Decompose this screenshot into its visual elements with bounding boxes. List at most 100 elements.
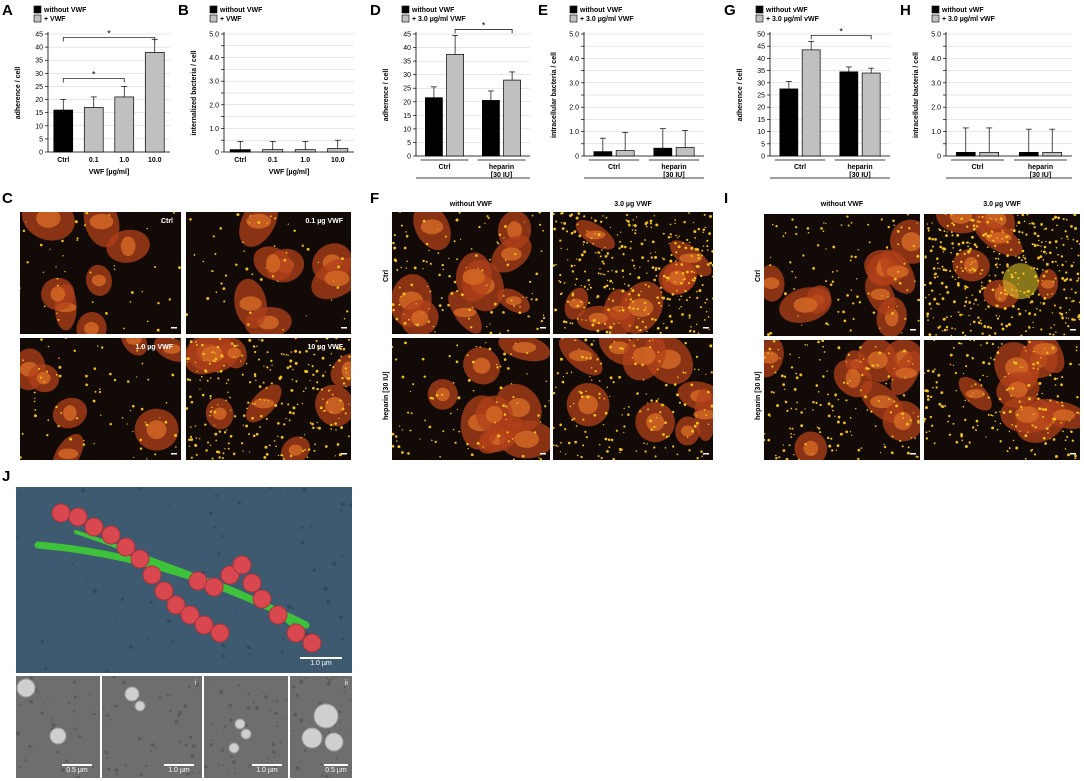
bacterium: [196, 370, 199, 373]
y-tick-label: 35: [35, 58, 43, 65]
bacterium: [1040, 222, 1043, 226]
bacterium: [784, 292, 787, 296]
bacterium: [485, 342, 487, 344]
surface-texture: [70, 733, 73, 735]
bacterium: [887, 375, 891, 378]
bacterium: [1052, 280, 1055, 283]
bacterium: [971, 261, 974, 264]
bacterium: [1040, 302, 1042, 304]
bacterium: [1032, 367, 1035, 370]
bacterium: [686, 436, 689, 438]
bacterium: [471, 360, 475, 364]
bacterium: [628, 339, 631, 341]
y-tick-label: 20: [403, 99, 411, 106]
group-label: Ctrl: [438, 164, 450, 171]
bacterium: [213, 424, 216, 426]
bacterium: [925, 437, 929, 440]
bacterium: [316, 427, 318, 429]
bacterium: [571, 322, 574, 325]
bacterium: [1036, 393, 1039, 396]
bacterium: [585, 395, 587, 398]
bacterium: [292, 368, 294, 371]
bacterium: [957, 283, 960, 287]
bacterium: [801, 324, 803, 326]
nucleus: [679, 253, 703, 264]
bacterium: [650, 399, 653, 402]
bacterium: [968, 269, 972, 272]
bacterium: [957, 276, 960, 279]
bacterium: [218, 338, 222, 341]
sem-main-image: 1.0 µm: [16, 487, 352, 673]
surface-texture: [137, 736, 142, 741]
bacterium: [290, 388, 294, 392]
bacterium: [994, 420, 997, 422]
bacterium: [667, 235, 671, 239]
bacterium: [477, 268, 480, 270]
bacterium: [253, 403, 256, 405]
bacterium: [867, 292, 870, 295]
bacterium: [236, 344, 239, 347]
bacterium: [580, 300, 583, 303]
bacterium: [1010, 248, 1013, 251]
bacterium: [644, 326, 647, 329]
bacterium: [1067, 317, 1070, 320]
bacterium: [188, 445, 191, 447]
row-title: Ctrl: [383, 269, 390, 282]
bacterium: [619, 347, 622, 350]
bacterium: [912, 244, 915, 248]
surface-texture: [293, 712, 298, 717]
bacterium: [703, 408, 706, 411]
bacterium: [269, 215, 272, 218]
bacterium-coccus: [180, 605, 200, 625]
bacterium: [982, 286, 985, 289]
bacterium: [322, 398, 324, 400]
bacterium-coccus: [234, 718, 246, 730]
bacterium: [186, 313, 188, 317]
bacterium: [966, 241, 969, 244]
nucleus: [212, 407, 227, 420]
bacterium: [289, 365, 292, 368]
bacterium: [629, 247, 632, 250]
bacterium: [1077, 254, 1080, 257]
bacterium: [1079, 412, 1080, 415]
surface-texture: [149, 600, 153, 604]
bacterium: [337, 265, 340, 269]
surface-texture: [29, 699, 34, 704]
surface-texture: [234, 607, 237, 610]
bacterium: [555, 263, 557, 266]
bacterium: [634, 362, 637, 366]
bacterium: [631, 357, 633, 359]
surface-texture: [339, 508, 343, 512]
bacterium: [157, 302, 160, 305]
bacterium: [700, 306, 703, 309]
bacterium: [499, 386, 503, 390]
bacterium: [945, 316, 948, 319]
bacterium: [800, 411, 803, 414]
y-tick-label: 5.0: [569, 32, 579, 39]
bacterium: [630, 240, 632, 243]
bacterium: [1006, 254, 1010, 258]
bacterium: [322, 410, 324, 412]
y-tick-label: 25: [403, 86, 411, 93]
bacterium: [702, 245, 705, 247]
micrograph-label: 1.0 µg VWF: [135, 344, 173, 351]
bacterium: [904, 376, 907, 379]
bacterium: [662, 296, 666, 300]
micrograph-label: 0.1 µg VWF: [305, 218, 343, 225]
bacterium: [950, 231, 953, 233]
x-tick-label: 0.1: [89, 157, 99, 164]
bacterium: [914, 437, 917, 439]
surface-texture: [169, 709, 172, 713]
bacterium: [248, 432, 251, 435]
bacterium: [564, 453, 567, 455]
bacterium: [956, 266, 959, 268]
bacterium: [109, 372, 112, 376]
bacterium: [64, 338, 67, 340]
bacterium: [85, 374, 88, 378]
bacterium: [797, 458, 801, 460]
bacterium: [139, 438, 143, 442]
bacterium: [1006, 450, 1009, 453]
bacterium: [466, 442, 469, 446]
bacterium: [336, 443, 340, 446]
bacterium: [650, 252, 652, 254]
